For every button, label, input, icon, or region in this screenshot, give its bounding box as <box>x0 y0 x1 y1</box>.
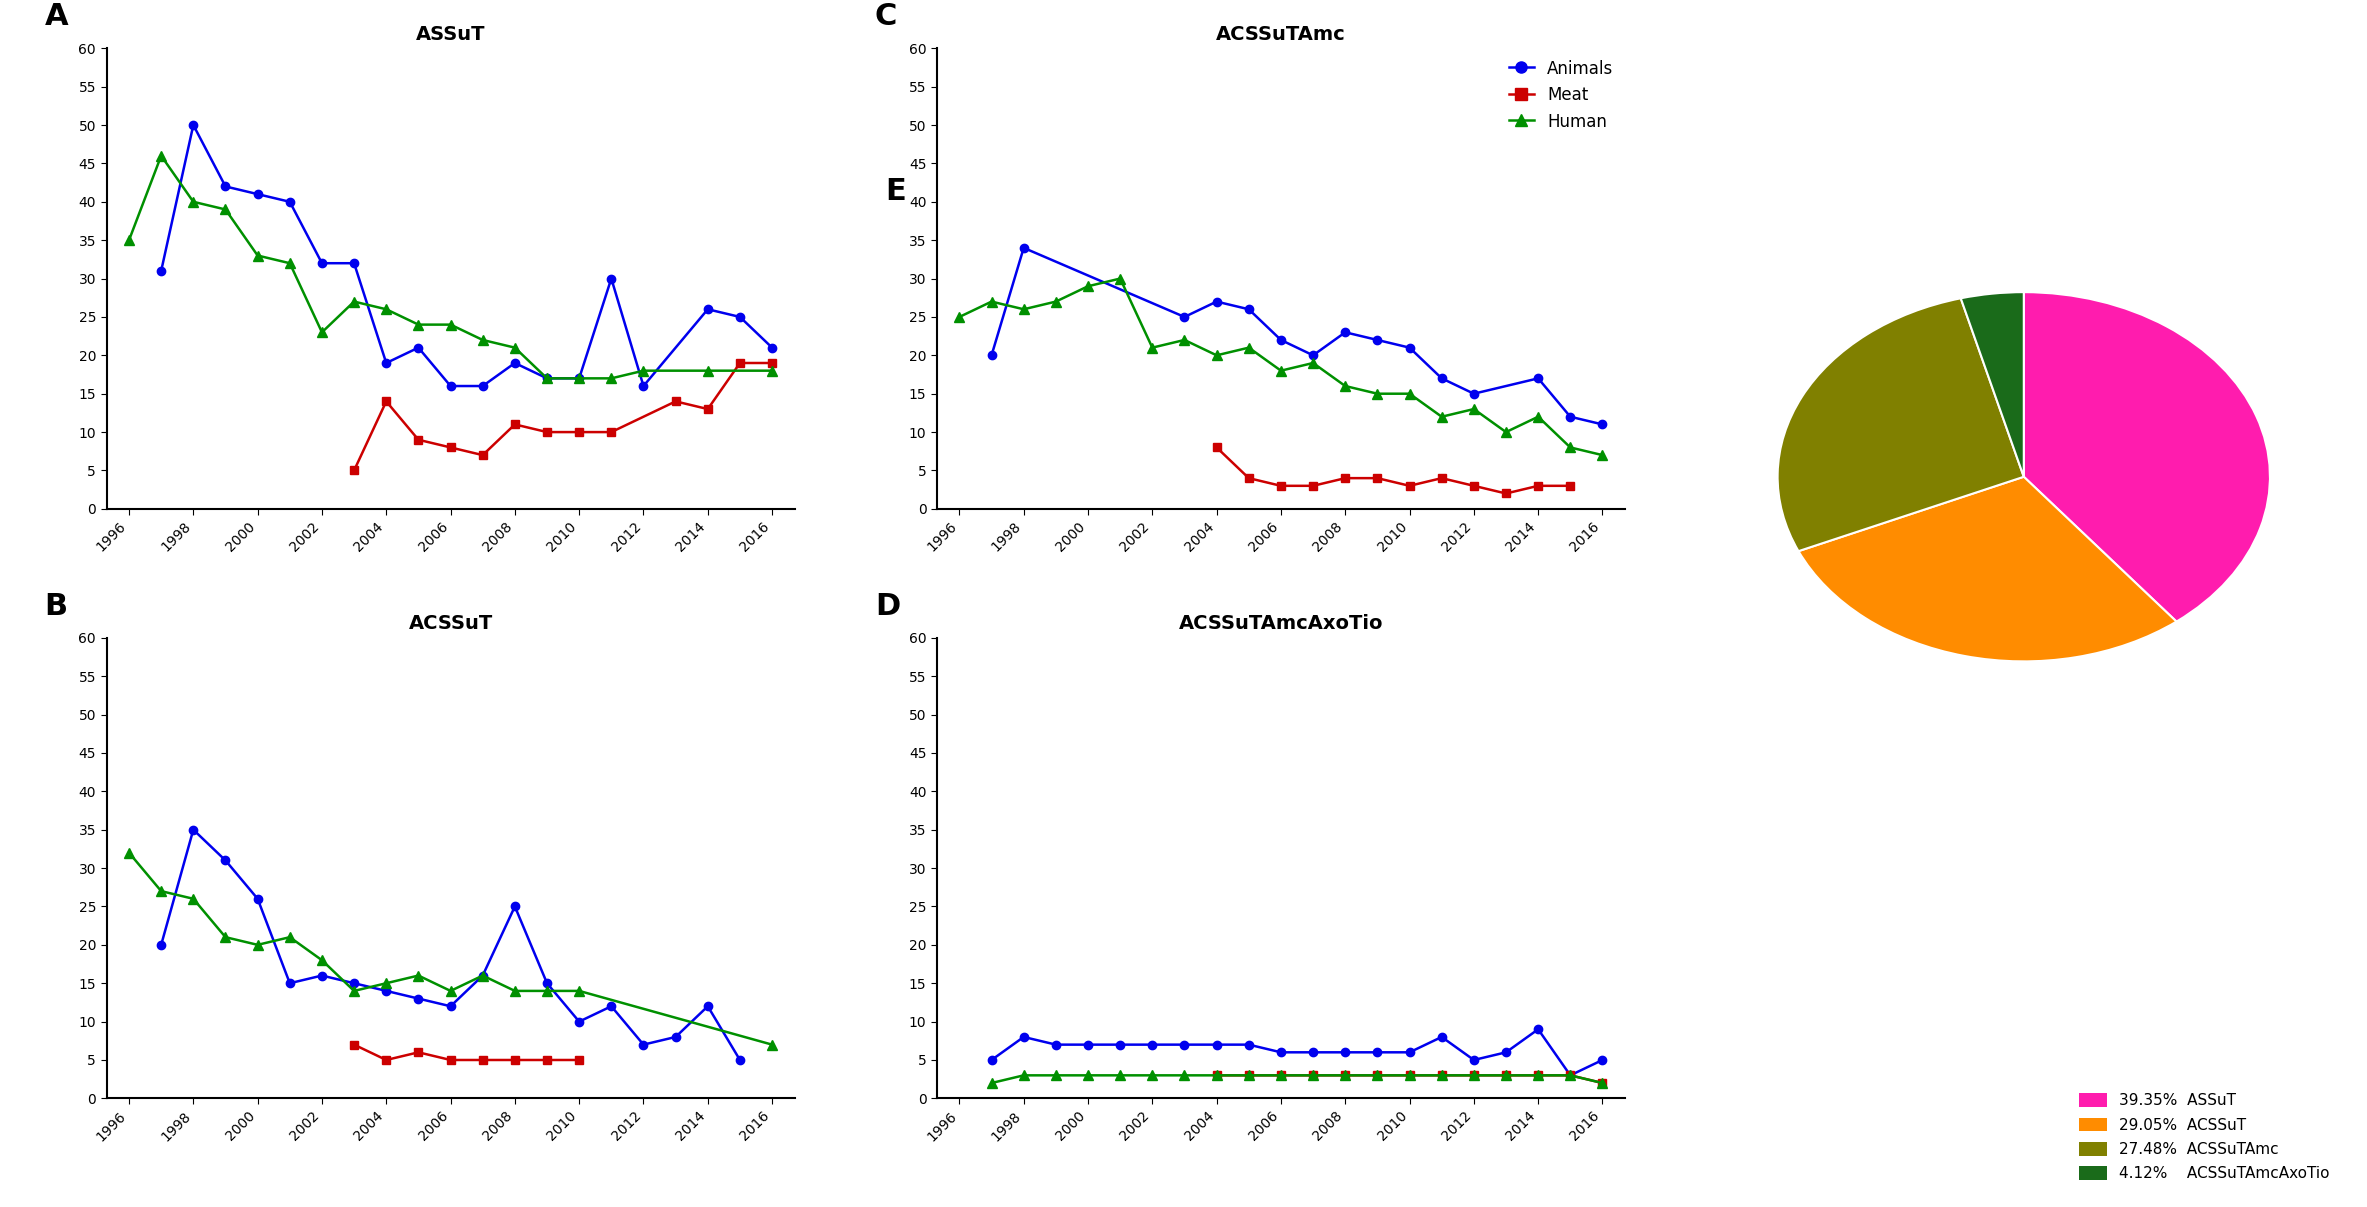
Title: ACSSuT: ACSSuT <box>409 614 492 634</box>
Wedge shape <box>1960 292 2024 477</box>
Legend: 39.35%  ASSuT, 29.05%  ACSSuT, 27.48%  ACSSuTAmc, 4.12%    ACSSuTAmcAxoTio: 39.35% ASSuT, 29.05% ACSSuT, 27.48% ACSS… <box>2073 1088 2336 1188</box>
Text: A: A <box>45 2 69 31</box>
Text: B: B <box>45 591 69 620</box>
Text: E: E <box>885 176 907 205</box>
Text: D: D <box>876 591 899 620</box>
Wedge shape <box>2024 292 2270 622</box>
Text: C: C <box>876 2 897 31</box>
Wedge shape <box>1799 477 2178 661</box>
Title: ASSuT: ASSuT <box>417 25 485 43</box>
Legend: Animals, Meat, Human: Animals, Meat, Human <box>1503 53 1619 138</box>
Wedge shape <box>1778 298 2024 552</box>
Title: ACSSuTAmcAxoTio: ACSSuTAmcAxoTio <box>1179 614 1382 634</box>
Title: ACSSuTAmc: ACSSuTAmc <box>1217 25 1347 43</box>
